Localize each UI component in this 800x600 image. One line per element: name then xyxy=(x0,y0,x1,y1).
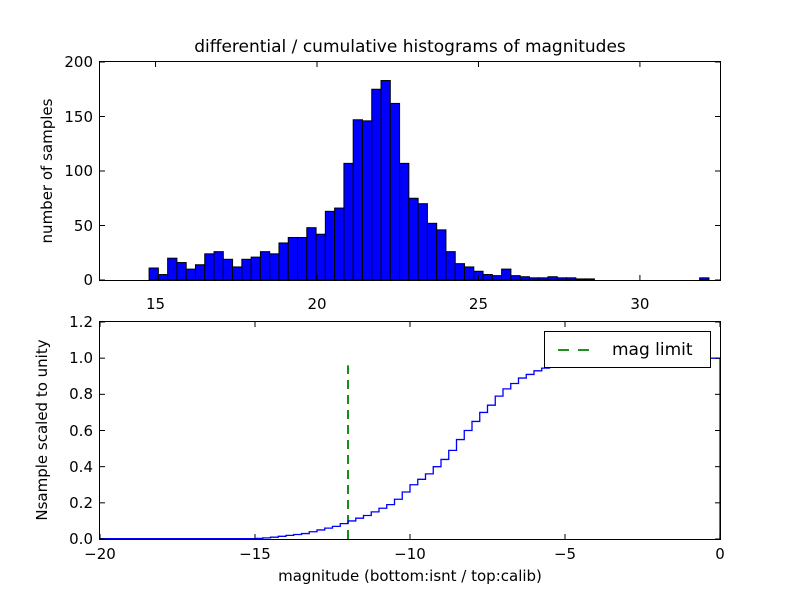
histogram-bars xyxy=(148,80,710,280)
histogram-bar xyxy=(269,253,280,280)
histogram-bar xyxy=(204,253,215,280)
histogram-bar xyxy=(464,266,475,280)
histogram-bar xyxy=(287,236,299,280)
histogram-bar xyxy=(278,242,289,280)
histogram-bar xyxy=(167,257,178,280)
top-ylabel-text: number of samples xyxy=(38,98,56,244)
top-y-tick-label: 150 xyxy=(64,107,93,126)
histogram-bar xyxy=(361,120,373,280)
legend-label: mag limit xyxy=(612,339,693,360)
histogram-bar xyxy=(380,80,391,280)
histogram-outlier-bar xyxy=(699,277,710,280)
histogram-bar xyxy=(371,88,382,280)
bottom-y-tick-label: 0.4 xyxy=(69,457,93,476)
bottom-xlabel: magnitude (bottom:isnt / top:calib) xyxy=(278,567,542,585)
bottom-y-tick-label: 0.6 xyxy=(69,421,93,440)
top-x-tick-label: 15 xyxy=(145,295,166,313)
bottom-axis-ticks xyxy=(100,322,720,539)
bottom-ylabel-text: Nsample scaled to unity xyxy=(33,339,51,521)
histogram-bar xyxy=(482,274,493,280)
histogram-bar xyxy=(575,278,586,280)
histogram-bar xyxy=(213,251,224,280)
bottom-y-tick-label: 1.2 xyxy=(69,313,93,331)
bottom-y-tick-label: 1.0 xyxy=(69,349,93,368)
top-histogram-axes xyxy=(99,61,721,281)
top-y-tick-label: 0 xyxy=(83,271,93,289)
histogram-bar xyxy=(334,207,345,280)
bottom-y-tick-label: 0.8 xyxy=(69,385,93,404)
histogram-bar xyxy=(315,233,326,280)
histogram-bar xyxy=(352,119,363,280)
top-x-tick-label: 25 xyxy=(468,295,488,313)
bottom-x-tick-label: −10 xyxy=(394,545,426,563)
chart-title: differential / cumulative histograms of … xyxy=(194,37,626,57)
histogram-bar xyxy=(501,268,512,280)
histogram-bar xyxy=(510,275,521,280)
histogram-bar xyxy=(250,256,261,280)
histogram-bar xyxy=(176,262,187,280)
top-x-tick-label: 30 xyxy=(630,295,650,313)
bottom-y-tick-label: 0.0 xyxy=(69,530,93,548)
histogram-bar xyxy=(417,203,428,280)
histogram-bar xyxy=(426,222,438,280)
histogram-bar xyxy=(232,266,243,280)
histogram-bar xyxy=(556,277,568,280)
histogram-bar xyxy=(519,276,530,280)
top-y-tick-label: 100 xyxy=(64,162,93,180)
histogram-bar xyxy=(528,277,540,280)
histogram-bar xyxy=(547,276,558,280)
bottom-x-tick-label: −15 xyxy=(239,545,271,563)
histogram-bar xyxy=(538,277,549,280)
histogram-bar xyxy=(408,197,419,280)
histogram-bar xyxy=(491,275,503,280)
bottom-x-tick-label: −20 xyxy=(84,545,116,563)
histogram-bar xyxy=(185,268,196,280)
bottom-x-tick-label: −5 xyxy=(553,545,577,563)
histogram-bar xyxy=(194,264,206,280)
histogram-bar xyxy=(148,267,159,280)
bottom-x-tick-label: 0 xyxy=(715,545,725,563)
bottom-y-tick-label: 0.2 xyxy=(69,493,93,512)
histogram-bar xyxy=(399,162,410,280)
top-y-tick-label: 50 xyxy=(73,216,93,235)
histogram-bar xyxy=(566,277,577,280)
histogram-bar xyxy=(454,263,466,280)
histogram-bar xyxy=(306,227,317,280)
histogram-bar xyxy=(343,162,354,280)
top-x-tick-label: 20 xyxy=(307,295,327,313)
legend-box: mag limit xyxy=(544,331,711,368)
histogram-bar xyxy=(241,258,252,280)
mag-limit-legend-sample xyxy=(558,348,598,351)
histogram-bar xyxy=(259,251,271,280)
histogram-bar xyxy=(584,278,595,280)
histogram-bar xyxy=(297,236,308,280)
histogram-bar xyxy=(222,258,234,280)
top-histogram-plot xyxy=(100,62,720,280)
histogram-bar xyxy=(389,102,401,280)
histogram-bar xyxy=(157,274,169,280)
histogram-bar xyxy=(436,229,447,280)
histogram-bar xyxy=(324,210,336,280)
top-y-tick-label: 200 xyxy=(64,53,93,71)
cumulative-curve xyxy=(100,357,720,539)
histogram-bar xyxy=(445,251,456,280)
top-axis-ticks xyxy=(100,62,720,280)
